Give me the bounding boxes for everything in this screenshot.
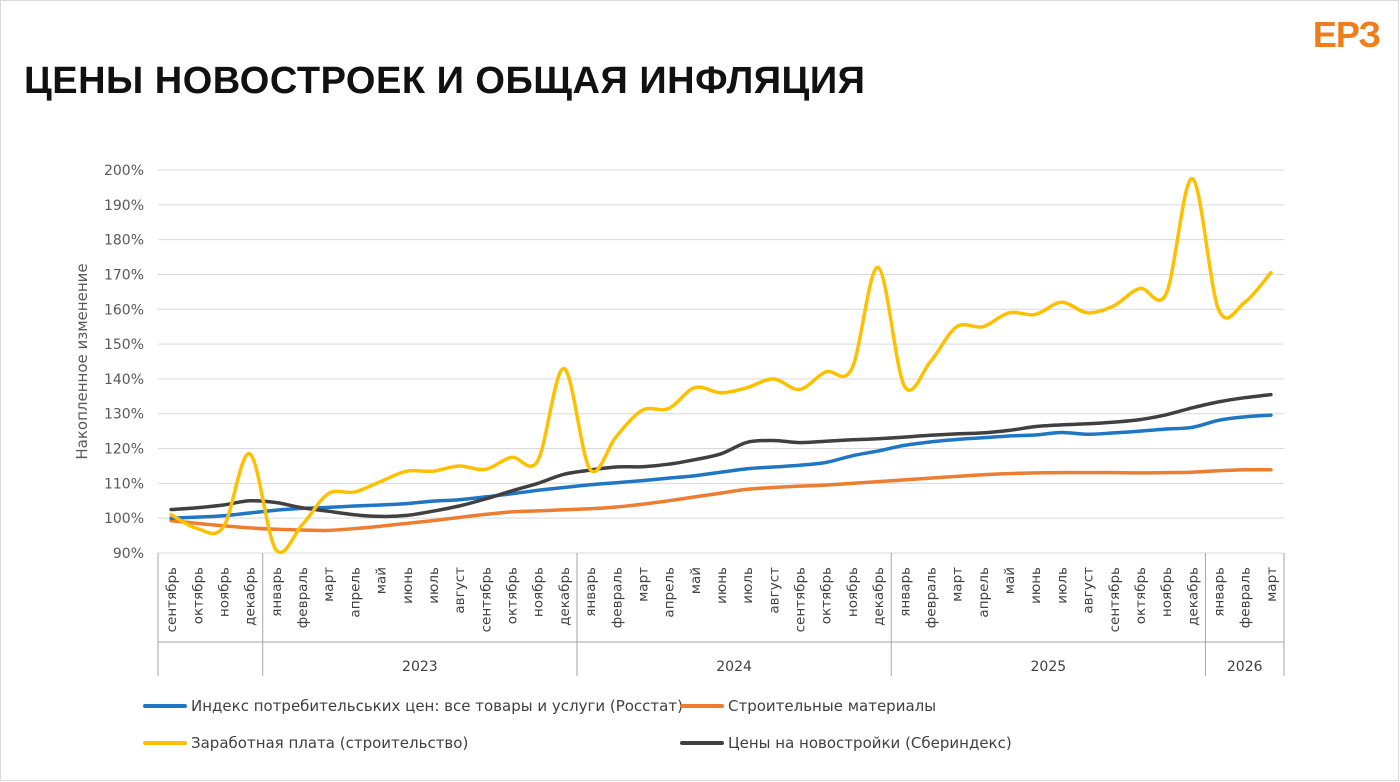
x-tick-label: сентябрь: [478, 567, 494, 632]
x-tick-label: март: [321, 567, 337, 602]
x-tick-label: январь: [583, 567, 599, 617]
x-tick-label: февраль: [1238, 567, 1254, 628]
x-tick-label: июль: [740, 567, 756, 604]
y-tick-label: 90%: [113, 546, 144, 562]
x-tick-label: октябрь: [505, 567, 521, 624]
legend-label-newbuild: Цены на новостройки (Сбериндекс): [728, 734, 1012, 752]
y-tick-label: 200%: [104, 163, 144, 179]
y-tick-label: 100%: [104, 511, 144, 527]
line-chart: 90% 100% 110% 120% 130% 140% 150% 160% 170% 180% 1…: [73, 163, 1285, 676]
y-tick-label: 160%: [104, 302, 144, 318]
x-tick-label: февраль: [295, 567, 311, 628]
x-tick-label: ноябрь: [845, 567, 861, 617]
x-tick-label: август: [1081, 567, 1097, 614]
x-tick-label: январь: [1212, 567, 1228, 617]
x-tick-label: декабрь: [557, 567, 573, 626]
series-line-newbuild: [169, 392, 1273, 519]
legend-item-newbuild: Цены на новостройки (Сбериндекс): [680, 734, 1012, 752]
x-tick-label: апрель: [347, 567, 363, 618]
year-label: 2025: [1031, 659, 1067, 675]
legend-swatch-materials: [680, 704, 724, 708]
y-axis-title: Накопленное изменение: [73, 263, 91, 459]
x-tick-label: март: [950, 567, 966, 602]
y-tick-label: 150%: [104, 337, 144, 353]
x-tick-label: апрель: [976, 567, 992, 618]
x-tick-label: октябрь: [819, 567, 835, 624]
x-tick-label: сентябрь: [164, 567, 180, 632]
series-line-cpi: [169, 413, 1273, 520]
y-tick-label: 190%: [104, 198, 144, 214]
y-tick-label: 170%: [104, 267, 144, 283]
series-line-materials: [169, 467, 1273, 533]
legend-swatch-newbuild: [680, 741, 724, 745]
erz-logo: ЕРЗ: [1312, 14, 1381, 55]
legend-swatch-wages: [143, 741, 187, 745]
page-title: ЦЕНЫ НОВОСТРОЕК И ОБЩАЯ ИНФЛЯЦИЯ: [24, 60, 866, 102]
legend-label-cpi: Индекс потребительських цен: все товары …: [191, 697, 683, 715]
x-tick-label: декабрь: [871, 567, 887, 626]
x-tick-label: август: [766, 567, 782, 614]
legend-item-cpi: Индекс потребительських цен: все товары …: [143, 697, 683, 715]
x-tick-label: февраль: [923, 567, 939, 628]
legend-label-wages: Заработная плата (строительство): [191, 734, 469, 752]
x-tick-label: июнь: [1028, 567, 1044, 604]
x-tick-label: июнь: [714, 567, 730, 604]
x-tick-label: март: [635, 567, 651, 602]
year-label: 2023: [402, 659, 438, 675]
x-tick-label: сентябрь: [793, 567, 809, 632]
x-tick-label: май: [688, 567, 704, 594]
y-tick-label: 120%: [104, 442, 144, 458]
x-tick-label: октябрь: [1133, 567, 1149, 624]
x-tick-label: май: [1002, 567, 1018, 594]
year-label: 2024: [716, 659, 752, 675]
x-tick-label: ноябрь: [1159, 567, 1175, 617]
x-tick-label: ноябрь: [531, 567, 547, 617]
x-tick-label: апрель: [662, 567, 678, 618]
x-tick-label: январь: [269, 567, 285, 617]
y-tick-label: 110%: [104, 476, 144, 492]
y-tick-label: 130%: [104, 407, 144, 423]
legend-label-materials: Строительные материалы: [728, 697, 937, 715]
y-tick-label: 180%: [104, 233, 144, 249]
x-tick-label: декабрь: [243, 567, 259, 626]
x-tick-label: август: [452, 567, 468, 614]
x-tick-label: февраль: [609, 567, 625, 628]
series-line-wages: [169, 176, 1273, 554]
x-tick-label: июль: [426, 567, 442, 604]
legend-item-wages: Заработная плата (строительство): [143, 734, 468, 752]
year-label: 2026: [1227, 659, 1263, 675]
legend-swatch-cpi: [143, 704, 187, 708]
x-tick-label: ноябрь: [216, 567, 232, 617]
x-tick-label: май: [374, 567, 390, 594]
x-tick-label: октябрь: [190, 567, 206, 624]
x-tick-label: январь: [897, 567, 913, 617]
x-tick-label: март: [1264, 567, 1280, 602]
x-tick-label: июль: [1054, 567, 1070, 604]
x-tick-label: июнь: [400, 567, 416, 604]
x-tick-label: сентябрь: [1107, 567, 1123, 632]
y-tick-label: 140%: [104, 372, 144, 388]
x-tick-label: декабрь: [1185, 567, 1201, 626]
legend-item-materials: Строительные материалы: [680, 697, 936, 715]
